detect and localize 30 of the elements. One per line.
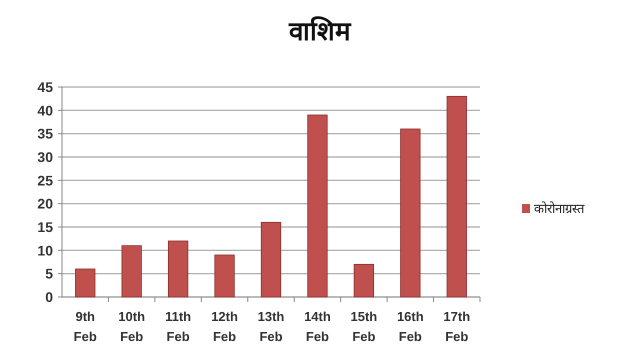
- bar: [307, 114, 328, 298]
- x-tick-label: 11th Feb: [165, 309, 192, 344]
- y-tick-label: 15: [37, 219, 54, 235]
- bar: [354, 264, 374, 298]
- y-tick-label: 35: [37, 126, 54, 142]
- x-tick-label: 12th Feb: [211, 309, 238, 344]
- x-tick-label: 13th Feb: [258, 309, 284, 344]
- x-tick-label: 17th Feb: [443, 309, 470, 344]
- x-tick-label: 15th Feb: [350, 309, 378, 344]
- x-tick-label: 14th Feb: [304, 309, 331, 344]
- y-tick-label: 45: [37, 79, 54, 95]
- bar: [122, 245, 142, 298]
- bar: [75, 268, 96, 298]
- y-tick-label: 5: [45, 266, 54, 282]
- y-tick-label: 25: [37, 172, 54, 188]
- y-tick-label: 40: [37, 102, 54, 118]
- x-tick-label: 16th Feb: [396, 309, 424, 344]
- bar: [400, 128, 420, 298]
- bar: [260, 222, 282, 298]
- chart-title: वाशिम: [288, 16, 352, 46]
- legend-label: कोरोनाग्रस्त: [534, 201, 585, 216]
- x-tick-label: 10th Feb: [118, 309, 146, 344]
- bar: [168, 240, 188, 298]
- bar: [214, 254, 235, 298]
- y-tick-label: 0: [45, 289, 54, 305]
- y-tick-label: 30: [37, 149, 54, 165]
- y-tick-label: 20: [37, 196, 54, 212]
- x-tick-label: 9th Feb: [74, 309, 97, 344]
- bar: [446, 96, 467, 298]
- y-tick-label: 10: [37, 242, 54, 258]
